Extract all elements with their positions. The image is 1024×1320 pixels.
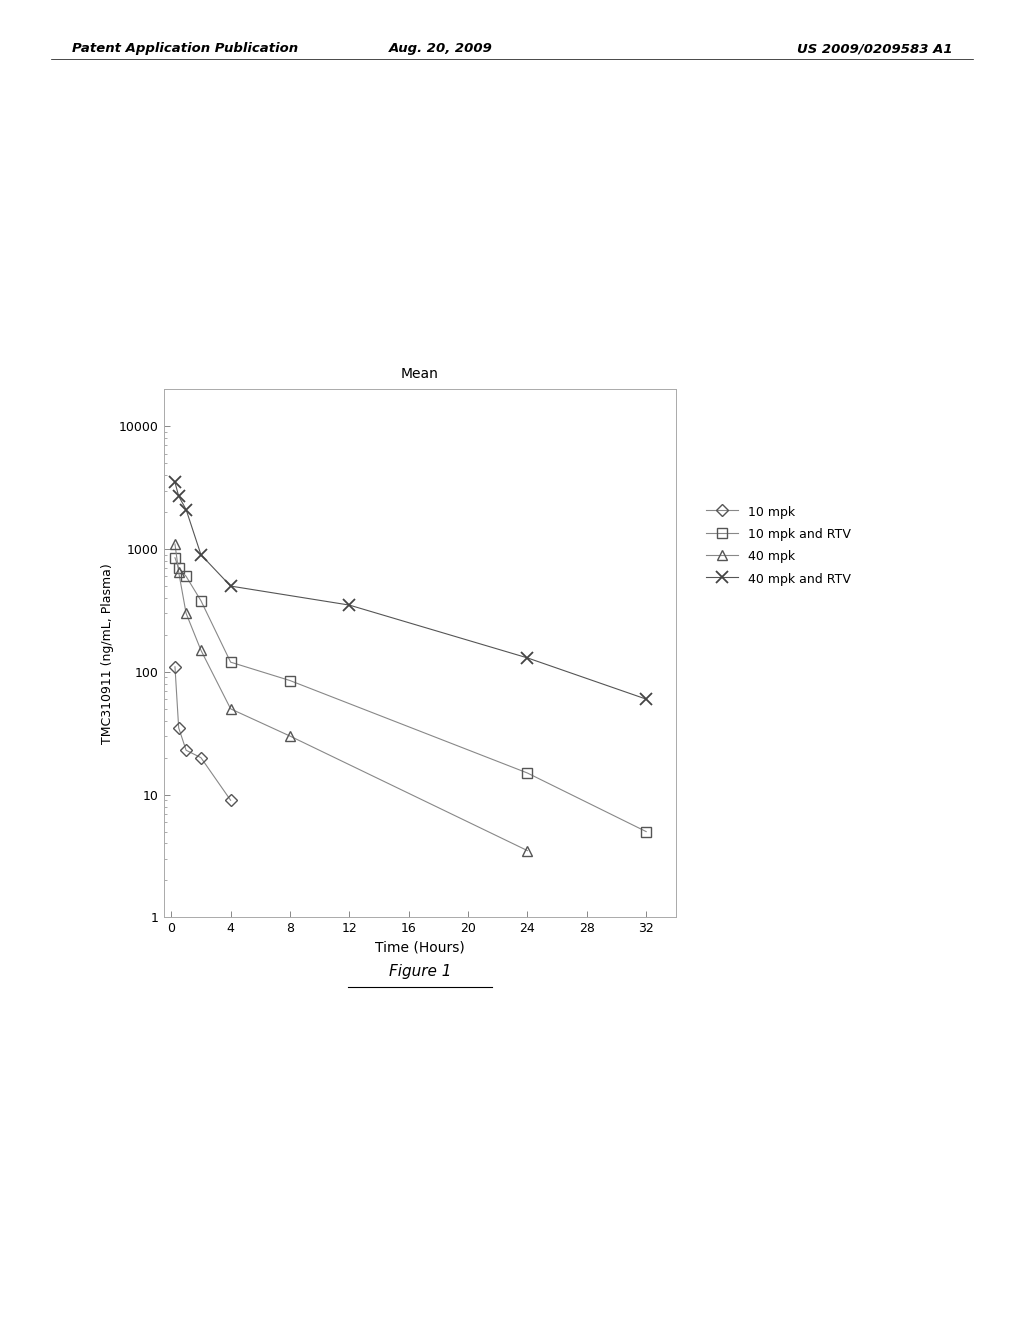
40 mpk and RTV xyxy=(172,488,184,504)
40 mpk xyxy=(224,701,237,717)
10 mpk and RTV xyxy=(521,766,534,781)
X-axis label: Time (Hours): Time (Hours) xyxy=(375,941,465,954)
40 mpk xyxy=(169,536,181,552)
40 mpk xyxy=(172,564,184,579)
40 mpk and RTV xyxy=(343,597,355,612)
Y-axis label: TMC310911 (ng/mL, Plasma): TMC310911 (ng/mL, Plasma) xyxy=(100,564,114,743)
10 mpk and RTV xyxy=(195,593,207,609)
Line: 10 mpk: 10 mpk xyxy=(171,663,234,804)
10 mpk and RTV xyxy=(180,569,193,585)
40 mpk and RTV xyxy=(521,649,534,665)
10 mpk and RTV xyxy=(224,655,237,671)
40 mpk xyxy=(195,643,207,659)
Title: Mean: Mean xyxy=(401,367,438,381)
Text: Aug. 20, 2009: Aug. 20, 2009 xyxy=(388,42,493,55)
Text: US 2009/0209583 A1: US 2009/0209583 A1 xyxy=(797,42,952,55)
40 mpk and RTV xyxy=(180,502,193,517)
10 mpk and RTV xyxy=(172,560,184,576)
10 mpk xyxy=(180,742,193,758)
40 mpk xyxy=(180,606,193,622)
40 mpk and RTV xyxy=(640,692,652,708)
Line: 40 mpk: 40 mpk xyxy=(170,539,532,855)
40 mpk and RTV xyxy=(195,546,207,562)
10 mpk and RTV xyxy=(640,824,652,840)
10 mpk and RTV xyxy=(284,673,296,689)
10 mpk xyxy=(169,659,181,675)
40 mpk and RTV xyxy=(169,474,181,490)
Line: 40 mpk and RTV: 40 mpk and RTV xyxy=(169,477,651,705)
10 mpk xyxy=(195,750,207,766)
Text: Patent Application Publication: Patent Application Publication xyxy=(72,42,298,55)
10 mpk xyxy=(172,719,184,735)
10 mpk and RTV xyxy=(169,550,181,566)
10 mpk xyxy=(224,792,237,808)
40 mpk xyxy=(521,842,534,858)
Legend: 10 mpk, 10 mpk and RTV, 40 mpk, 40 mpk and RTV: 10 mpk, 10 mpk and RTV, 40 mpk, 40 mpk a… xyxy=(702,502,854,590)
Text: Figure 1: Figure 1 xyxy=(388,964,452,978)
40 mpk and RTV xyxy=(224,578,237,594)
40 mpk xyxy=(284,729,296,744)
Line: 10 mpk and RTV: 10 mpk and RTV xyxy=(170,553,651,837)
